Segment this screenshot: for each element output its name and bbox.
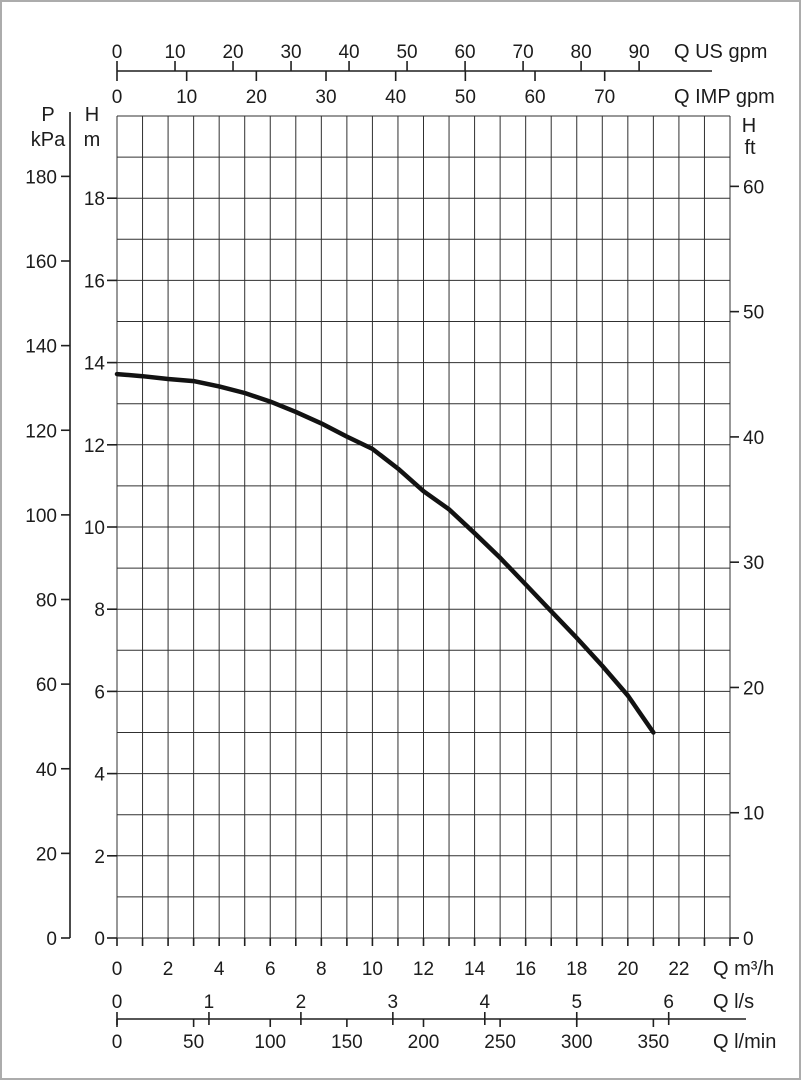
- tick-label-us-gpm: 40: [338, 42, 359, 63]
- tick-label-q-ls: 3: [388, 992, 399, 1013]
- tick-label-q-lmin: 350: [638, 1032, 670, 1053]
- tick-label-imp-gpm: 20: [246, 87, 267, 108]
- tick-label-h-m: 10: [84, 518, 105, 539]
- tick-label-q-m3h: 16: [515, 959, 536, 980]
- tick-label-us-gpm: 0: [112, 42, 123, 63]
- tick-label-q-lmin: 150: [331, 1032, 363, 1053]
- tick-label-h-ft: 50: [743, 303, 764, 324]
- axis-unit-imp-gpm: Q IMP gpm: [674, 86, 775, 108]
- tick-label-q-lmin: 300: [561, 1032, 593, 1053]
- axis-unit-q-m3h: Q m³/h: [713, 958, 774, 980]
- axis-unit-kpa: kPa: [31, 129, 66, 151]
- tick-label-q-lmin: 0: [112, 1032, 123, 1053]
- tick-label-imp-gpm: 10: [176, 87, 197, 108]
- tick-label-p-kpa: 120: [25, 421, 57, 442]
- tick-label-p-kpa: 40: [36, 760, 57, 781]
- tick-label-p-kpa: 0: [46, 929, 57, 950]
- axis-unit-q-ls: Q l/s: [713, 991, 754, 1013]
- tick-label-h-m: 16: [84, 271, 105, 292]
- tick-label-p-kpa: 60: [36, 675, 57, 696]
- axis-unit-ft: ft: [744, 137, 756, 159]
- axis-unit-us-gpm: Q US gpm: [674, 41, 767, 63]
- tick-label-q-m3h: 12: [413, 959, 434, 980]
- tick-label-us-gpm: 10: [164, 42, 185, 63]
- tick-label-p-kpa: 20: [36, 844, 57, 865]
- tick-label-h-m: 4: [94, 765, 105, 786]
- tick-label-h-m: 0: [94, 929, 105, 950]
- tick-label-q-m3h: 2: [163, 959, 174, 980]
- tick-label-q-m3h: 6: [265, 959, 276, 980]
- tick-label-h-m: 8: [94, 600, 105, 621]
- tick-label-imp-gpm: 50: [455, 87, 476, 108]
- tick-label-imp-gpm: 40: [385, 87, 406, 108]
- tick-label-us-gpm: 20: [222, 42, 243, 63]
- tick-label-imp-gpm: 0: [112, 87, 123, 108]
- tick-label-us-gpm: 90: [629, 42, 650, 63]
- tick-label-us-gpm: 50: [396, 42, 417, 63]
- tick-label-p-kpa: 180: [25, 167, 57, 188]
- tick-label-p-kpa: 160: [25, 252, 57, 273]
- tick-label-h-ft: 30: [743, 553, 764, 574]
- tick-label-h-ft: 60: [743, 177, 764, 198]
- axis-unit-p: P: [41, 104, 54, 126]
- tick-label-p-kpa: 100: [25, 506, 57, 527]
- tick-label-q-ls: 1: [204, 992, 215, 1013]
- tick-label-q-ls: 2: [296, 992, 307, 1013]
- tick-label-p-kpa: 140: [25, 337, 57, 358]
- tick-label-q-m3h: 18: [566, 959, 587, 980]
- axis-unit-h-right: H: [742, 115, 756, 137]
- tick-label-h-m: 14: [84, 354, 106, 375]
- tick-label-q-m3h: 20: [617, 959, 638, 980]
- tick-label-h-m: 6: [94, 682, 105, 703]
- axis-unit-m: m: [84, 129, 101, 151]
- tick-label-us-gpm: 70: [513, 42, 534, 63]
- tick-label-q-lmin: 100: [254, 1032, 286, 1053]
- tick-label-q-m3h: 0: [112, 959, 123, 980]
- tick-label-h-m: 12: [84, 436, 105, 457]
- tick-label-h-m: 2: [94, 847, 105, 868]
- tick-label-q-ls: 6: [663, 992, 674, 1013]
- tick-label-q-ls: 4: [480, 992, 491, 1013]
- tick-label-q-m3h: 22: [668, 959, 689, 980]
- tick-label-us-gpm: 30: [280, 42, 301, 63]
- tick-label-q-m3h: 8: [316, 959, 327, 980]
- axis-unit-h-left: H: [85, 104, 99, 126]
- tick-label-h-m: 18: [84, 189, 105, 210]
- tick-label-q-m3h: 14: [464, 959, 486, 980]
- tick-label-h-ft: 10: [743, 804, 764, 825]
- tick-label-q-ls: 0: [112, 992, 123, 1013]
- tick-label-us-gpm: 60: [454, 42, 475, 63]
- tick-label-q-m3h: 4: [214, 959, 225, 980]
- axis-unit-q-lmin: Q l/min: [713, 1031, 776, 1053]
- tick-label-p-kpa: 80: [36, 591, 57, 612]
- tick-label-q-lmin: 250: [484, 1032, 516, 1053]
- tick-label-q-ls: 5: [571, 992, 582, 1013]
- tick-label-q-lmin: 200: [408, 1032, 440, 1053]
- tick-label-h-ft: 20: [743, 678, 764, 699]
- tick-label-imp-gpm: 60: [524, 87, 545, 108]
- tick-label-h-ft: 40: [743, 428, 764, 449]
- tick-label-q-lmin: 50: [183, 1032, 204, 1053]
- tick-label-imp-gpm: 70: [594, 87, 615, 108]
- tick-label-imp-gpm: 30: [315, 87, 336, 108]
- tick-label-q-m3h: 10: [362, 959, 383, 980]
- tick-label-us-gpm: 80: [571, 42, 592, 63]
- pump-head-curve: [114, 371, 656, 735]
- tick-label-h-ft: 0: [743, 929, 754, 950]
